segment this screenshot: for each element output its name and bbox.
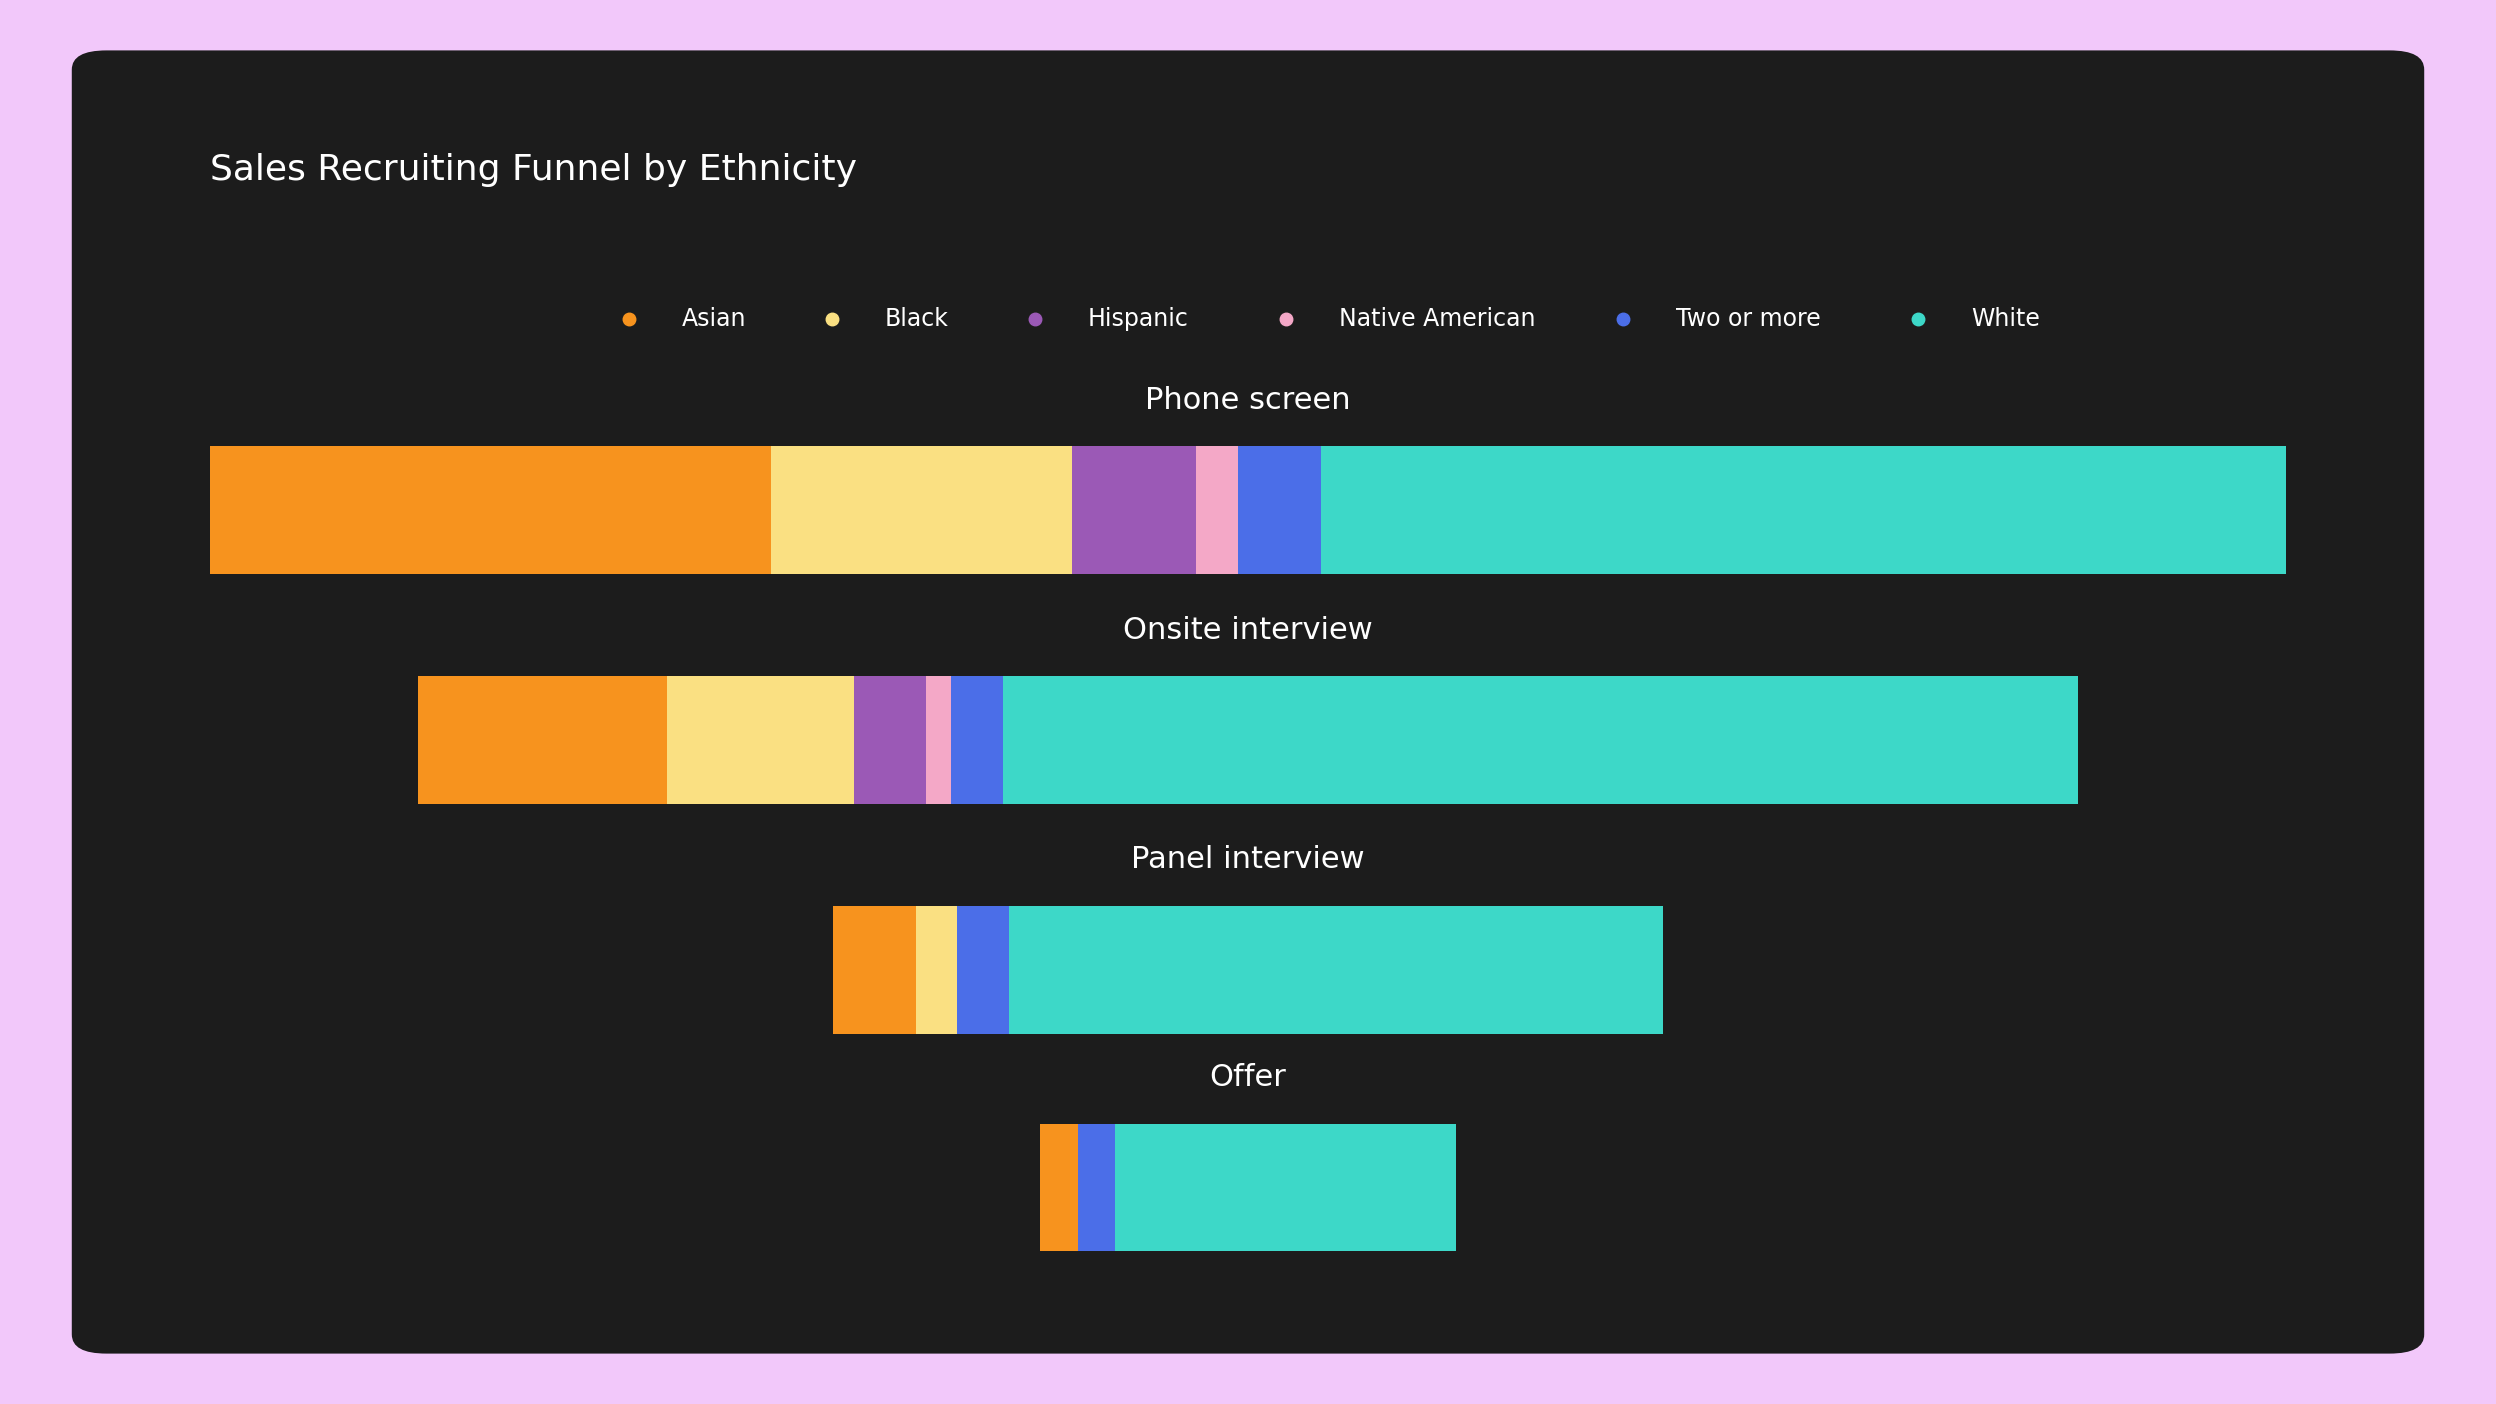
- Text: Phone screen: Phone screen: [1146, 386, 1350, 414]
- Bar: [854, 677, 926, 804]
- Bar: [1238, 446, 1320, 574]
- Text: White: White: [1972, 306, 2039, 331]
- Bar: [1116, 1123, 1455, 1251]
- Text: Offer: Offer: [1211, 1063, 1285, 1092]
- Bar: [951, 677, 1003, 804]
- Bar: [1320, 446, 2286, 574]
- Bar: [1041, 1123, 1078, 1251]
- Text: Panel interview: Panel interview: [1131, 845, 1365, 875]
- FancyBboxPatch shape: [72, 51, 2424, 1353]
- Bar: [1078, 1123, 1116, 1251]
- Text: Black: Black: [884, 306, 948, 331]
- Bar: [1071, 446, 1196, 574]
- Text: Hispanic: Hispanic: [1088, 306, 1188, 331]
- Text: Asian: Asian: [681, 306, 746, 331]
- Bar: [771, 446, 1071, 574]
- Text: Onsite interview: Onsite interview: [1123, 615, 1373, 644]
- Bar: [1196, 446, 1238, 574]
- Text: Sales Recruiting Funnel by Ethnicity: Sales Recruiting Funnel by Ethnicity: [210, 153, 856, 187]
- Bar: [926, 677, 951, 804]
- Bar: [916, 907, 958, 1035]
- Bar: [958, 907, 1008, 1035]
- Text: Native American: Native American: [1338, 306, 1535, 331]
- Bar: [417, 677, 666, 804]
- Bar: [1003, 677, 2079, 804]
- Text: Two or more: Two or more: [1675, 306, 1820, 331]
- Bar: [210, 446, 771, 574]
- Bar: [834, 907, 916, 1035]
- Bar: [1008, 907, 1662, 1035]
- Bar: [666, 677, 854, 804]
